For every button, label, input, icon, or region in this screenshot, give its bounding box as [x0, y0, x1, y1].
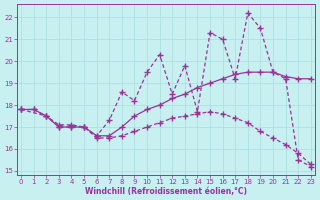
X-axis label: Windchill (Refroidissement éolien,°C): Windchill (Refroidissement éolien,°C) [85, 187, 247, 196]
